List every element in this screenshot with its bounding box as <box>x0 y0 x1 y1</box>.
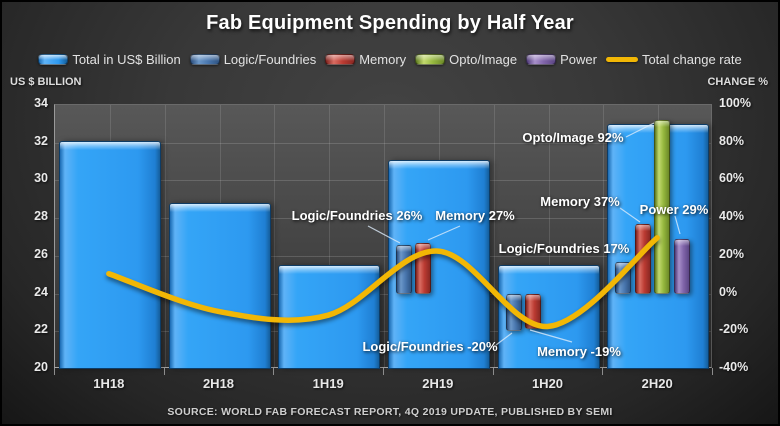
legend-label-power: Power <box>560 51 597 67</box>
legend-item-opto: Opto/Image <box>415 52 517 67</box>
y-tick-left-34: 34 <box>34 96 48 110</box>
x-tickmark <box>383 368 384 375</box>
y-tick-right--40%: -40% <box>719 360 749 374</box>
x-label-2H18: 2H18 <box>202 376 235 391</box>
annotation-logic26: Logic/Foundries 26% <box>291 208 423 223</box>
legend-label-memory: Memory <box>359 51 407 67</box>
x-label-2H20: 2H20 <box>641 376 673 391</box>
legend-label-logic: Logic/Foundries <box>223 51 317 67</box>
right-axis-caption: CHANGE % <box>707 76 768 88</box>
h-gridline <box>55 218 711 220</box>
x-label-2H19: 2H19 <box>422 376 454 391</box>
bar-power-2H20 <box>673 238 690 294</box>
chart-title: Fab Equipment Spending by Half Year <box>206 12 574 34</box>
legend-item-power: Power <box>526 52 597 67</box>
bar-total-1H18 <box>58 140 161 369</box>
legend-label-total: Total in US$ Billion <box>72 51 181 67</box>
annotation-mem37: Memory 37% <box>540 194 620 209</box>
y-tick-left-20: 20 <box>34 360 48 374</box>
left-axis-caption: US $ BILLION <box>10 76 82 88</box>
legend-swatch-total <box>38 53 69 65</box>
v-gridline <box>164 105 166 367</box>
annotation-opto92: Opto/Image 92% <box>522 130 624 145</box>
bar-memory-1H20 <box>525 293 541 330</box>
h-gridline <box>55 142 711 144</box>
x-label-1H20: 1H20 <box>531 376 564 391</box>
legend: Total in US$ Billion Logic/Foundries Memor… <box>2 49 778 69</box>
legend-swatch-rate <box>605 56 638 62</box>
legend-item-rate: Total change rate <box>605 51 742 67</box>
y-tick-left-26: 26 <box>34 246 48 261</box>
h-gridline <box>55 180 711 182</box>
y-tick-left-28: 28 <box>34 209 48 224</box>
annotation-mem27: Memory 27% <box>435 208 515 223</box>
x-tickmark <box>602 368 604 375</box>
x-tickmark <box>712 368 713 375</box>
legend-item-total: Total in US$ Billion <box>38 51 181 67</box>
legend-swatch-power <box>526 53 557 65</box>
annotation-logicm20: Logic/Foundries -20% <box>362 339 498 354</box>
bar-memory-2H20 <box>634 223 651 294</box>
bar-logic-2H20 <box>615 261 632 294</box>
x-tickmark <box>273 368 275 375</box>
x-tickmark <box>54 368 55 375</box>
legend-label-opto: Opto/Image <box>449 51 518 67</box>
legend-swatch-logic <box>189 53 220 65</box>
y-tick-left-24: 24 <box>34 284 48 299</box>
legend-item-memory: Memory <box>325 52 406 67</box>
bar-total-2H18 <box>168 203 271 369</box>
y-tick-right--20%: -20% <box>719 322 749 337</box>
annotation-pow29: Power 29% <box>639 202 709 217</box>
legend-swatch-opto <box>415 53 446 65</box>
y-tick-right-100%: 100% <box>719 96 751 110</box>
legend-label-rate: Total change rate <box>641 51 742 67</box>
v-gridline <box>493 105 495 367</box>
x-tickmark <box>163 368 165 375</box>
y-tick-right-20%: 20% <box>719 246 745 261</box>
y-tick-right-60%: 60% <box>719 171 745 186</box>
x-tickmark <box>492 368 494 375</box>
v-gridline <box>274 105 276 367</box>
legend-swatch-memory <box>325 53 356 65</box>
annotation-logic17: Logic/Foundries 17% <box>498 241 630 256</box>
v-gridline <box>384 105 385 367</box>
bar-memory-2H19 <box>415 242 432 294</box>
h-gridline <box>55 331 711 333</box>
y-tick-right-0%: 0% <box>719 284 738 299</box>
source-text: SOURCE: WORLD FAB FORECAST REPORT, 4Q 20… <box>167 406 613 418</box>
bar-logic-1H20 <box>505 293 522 332</box>
y-tick-right-40%: 40% <box>719 209 745 224</box>
x-label-1H19: 1H19 <box>312 376 344 391</box>
legend-item-logic: Logic/Foundries <box>189 51 317 67</box>
x-label-1H18: 1H18 <box>93 376 125 391</box>
y-tick-right-80%: 80% <box>719 133 745 148</box>
y-tick-left-22: 22 <box>34 322 48 337</box>
y-tick-left-30: 30 <box>34 171 48 186</box>
y-tick-left-32: 32 <box>34 133 48 148</box>
bar-logic-2H19 <box>395 244 412 294</box>
annotation-memm19: Memory -19% <box>537 344 621 359</box>
